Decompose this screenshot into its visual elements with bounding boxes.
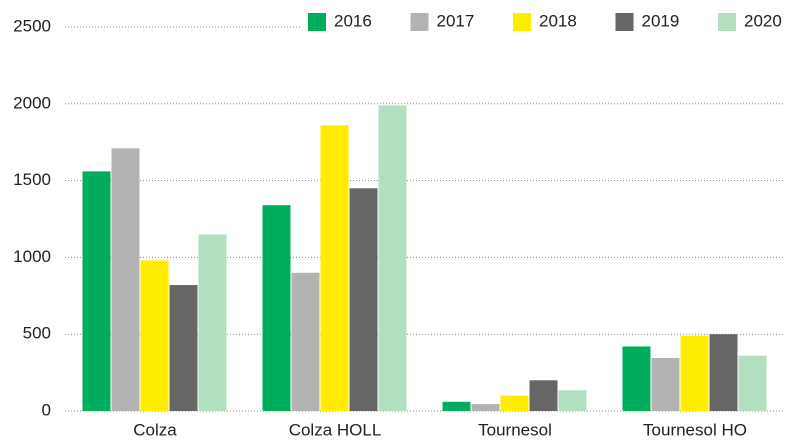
x-tick-label: Colza HOLL (289, 420, 382, 439)
bar (82, 171, 111, 411)
y-tick-label: 1000 (13, 247, 51, 266)
legend-swatch (513, 13, 531, 31)
legend-label: 2019 (642, 11, 680, 30)
legend-swatch (718, 13, 736, 31)
legend-swatch (410, 13, 429, 31)
x-tick-label: Colza (133, 420, 177, 439)
legend-background (300, 8, 793, 44)
legend-label: 2018 (539, 11, 577, 30)
bar (471, 404, 500, 411)
bar (558, 390, 587, 411)
bar (622, 346, 651, 411)
y-tick-label: 2500 (13, 16, 51, 35)
bar (680, 335, 709, 411)
x-tick-label: Tournesol HO (643, 420, 747, 439)
bar (140, 260, 169, 411)
bar (738, 355, 767, 411)
legend-swatch (308, 13, 326, 31)
y-tick-label: 2000 (13, 93, 51, 112)
bar (198, 234, 227, 411)
legend-label: 2017 (437, 11, 475, 30)
x-tick-label: Tournesol (478, 420, 552, 439)
legend-swatch (615, 13, 634, 31)
bar (320, 125, 349, 411)
bar (262, 205, 291, 411)
bar (169, 285, 198, 411)
bar (442, 401, 471, 411)
y-tick-label: 500 (23, 324, 51, 343)
y-tick-label: 1500 (13, 170, 51, 189)
bar (349, 188, 378, 411)
bar (111, 148, 140, 411)
bar (500, 395, 529, 411)
bar (651, 358, 680, 411)
y-tick-label: 0 (42, 400, 51, 419)
legend-label: 2020 (744, 11, 782, 30)
bar (709, 334, 738, 411)
bar (529, 380, 558, 411)
legend-label: 2016 (334, 11, 372, 30)
bar (291, 272, 320, 411)
bar (378, 105, 407, 411)
